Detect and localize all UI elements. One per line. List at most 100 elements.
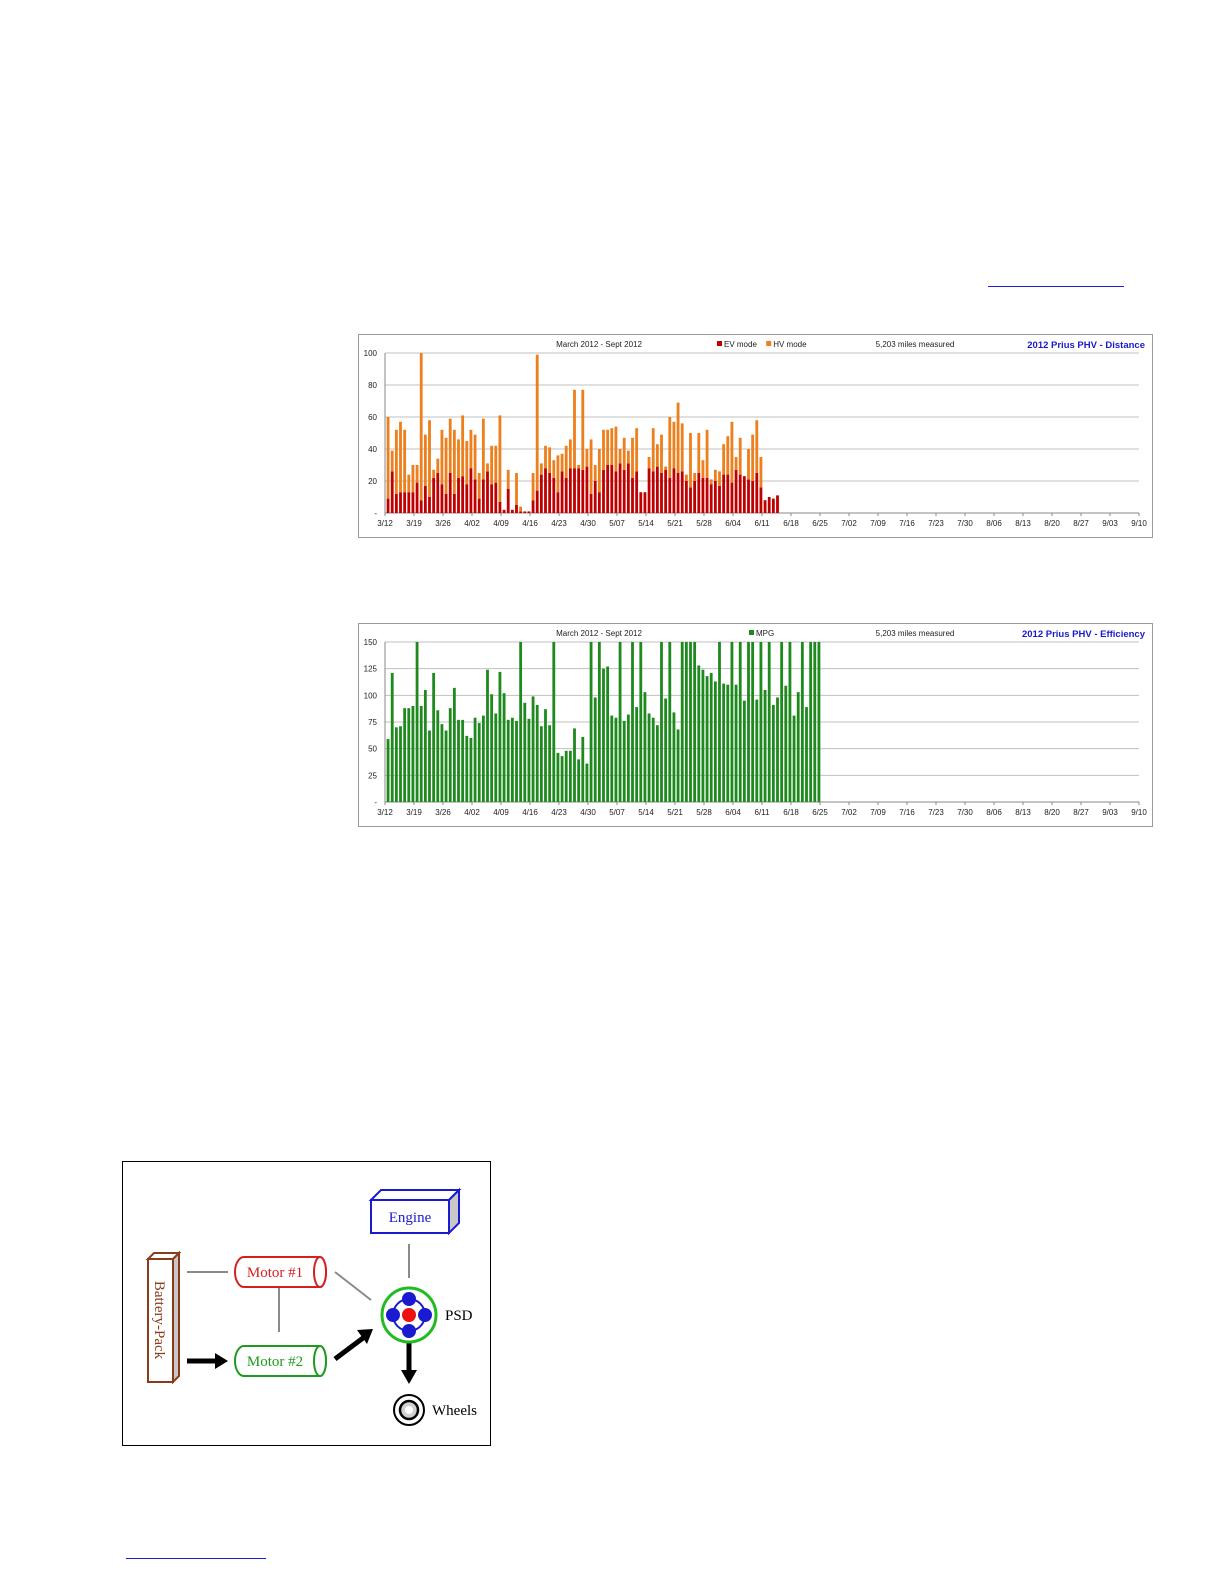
efficiency-y-tick-label: 25 — [368, 771, 377, 780]
distance-bar-hv-mode — [697, 433, 701, 473]
distance-bar-hv-mode — [689, 433, 692, 488]
efficiency-bar-mpg — [436, 710, 440, 802]
distance-x-tick-label: 9/10 — [1131, 519, 1147, 528]
efficiency-x-tick-label: 8/13 — [1015, 808, 1031, 817]
efficiency-chart-svg: - 25 50 75 100 125 150 3/12 3/19 3/26 4/02 4/09 4/16… — [364, 629, 1148, 817]
distance-bar-hv-mode — [473, 434, 477, 480]
efficiency-bar-mpg — [506, 719, 510, 802]
link-underline-top[interactable] — [988, 286, 1124, 287]
distance-bar-ev-mode — [589, 493, 593, 513]
distance-bar-hv-mode — [568, 439, 572, 469]
efficiency-x-tick-label: 5/21 — [667, 808, 683, 817]
distance-bar-hv-mode — [664, 466, 668, 470]
distance-bar-ev-mode — [394, 493, 398, 513]
distance-bar-hv-mode — [610, 428, 614, 465]
distance-bar-ev-mode — [689, 487, 692, 513]
distance-bar-hv-mode — [755, 420, 759, 473]
distance-x-tick-label: 6/04 — [725, 519, 741, 528]
efficiency-bar-mpg — [585, 763, 589, 802]
efficiency-bar-mpg — [461, 719, 465, 802]
wheel-icon — [393, 1394, 425, 1426]
distance-bar-hv-mode — [419, 353, 423, 501]
distance-y-tick-label: 80 — [368, 381, 377, 390]
efficiency-bar-mpg — [618, 642, 622, 802]
distance-x-tick-label: 5/28 — [696, 519, 712, 528]
distance-bar-hv-mode — [759, 457, 763, 488]
efficiency-bar-mpg — [548, 725, 552, 802]
motor2-to-psd-arrow-icon — [333, 1329, 373, 1361]
distance-bar-ev-mode — [428, 497, 431, 513]
efficiency-bar-mpg — [660, 642, 663, 802]
efficiency-bar-mpg — [742, 700, 746, 802]
efficiency-bar-mpg — [519, 642, 523, 802]
distance-bar-hv-mode — [519, 506, 523, 512]
distance-bar-hv-mode — [494, 445, 498, 483]
efficiency-bar-mpg — [684, 642, 688, 802]
distance-bar-hv-mode — [672, 421, 676, 469]
link-underline-bottom[interactable] — [126, 1558, 266, 1559]
distance-bar-ev-mode — [606, 465, 610, 513]
efficiency-bar-mpg — [792, 715, 796, 802]
distance-bar-ev-mode — [581, 469, 585, 513]
distance-bar-ev-mode — [436, 473, 440, 513]
efficiency-bar-mpg — [602, 668, 605, 802]
distance-bar-ev-mode — [730, 482, 734, 513]
distance-bar-ev-mode — [452, 493, 456, 513]
efficiency-bar-mpg — [709, 672, 713, 802]
efficiency-y-tick-label: 75 — [368, 718, 377, 727]
distance-bar-ev-mode — [602, 469, 605, 513]
efficiency-bar-mpg — [564, 750, 568, 802]
efficiency-y-tick-label: - — [374, 798, 377, 807]
distance-x-tick-label: 6/18 — [783, 519, 799, 528]
distance-bar-ev-mode — [664, 469, 668, 513]
distance-bar-ev-mode — [722, 474, 726, 513]
distance-bar-ev-mode — [407, 492, 411, 513]
distance-bar-ev-mode — [639, 492, 643, 513]
efficiency-bar-mpg — [473, 717, 477, 802]
distance-title: 2012 Prius PHV - Distance — [1027, 340, 1145, 351]
efficiency-bar-mpg — [614, 717, 618, 802]
distance-bar-ev-mode — [726, 474, 730, 513]
motor2-label: Motor #2 — [247, 1354, 303, 1370]
efficiency-bar-mpg — [680, 642, 684, 802]
distance-bar-hv-mode — [718, 471, 721, 486]
distance-bar-hv-mode — [589, 439, 593, 494]
distance-bar-hv-mode — [622, 437, 626, 470]
distance-bar-ev-mode — [502, 509, 506, 513]
distance-x-tick-label: 8/20 — [1044, 519, 1060, 528]
distance-bar-ev-mode — [693, 481, 697, 513]
efficiency-bar-mpg — [780, 642, 784, 802]
distance-bar-hv-mode — [626, 450, 630, 464]
distance-bar-hv-mode — [631, 437, 634, 478]
distance-x-tick-label: 4/02 — [464, 519, 480, 528]
distance-bar-hv-mode — [556, 455, 560, 493]
distance-bar-hv-mode — [544, 445, 547, 469]
distance-bar-hv-mode — [486, 463, 489, 472]
distance-bar-hv-mode — [436, 458, 440, 473]
distance-bar-hv-mode — [465, 441, 469, 485]
distance-bar-ev-mode — [610, 465, 614, 513]
distance-y-tick-label: 20 — [368, 477, 377, 486]
efficiency-x-tick-label: 7/16 — [899, 808, 915, 817]
efficiency-bar-mpg — [515, 720, 518, 802]
distance-legend-label-ev-mode: EV mode — [724, 340, 757, 349]
efficiency-bar-mpg — [394, 727, 398, 802]
efficiency-bar-mpg — [444, 730, 448, 802]
distance-x-tick-label: 6/11 — [755, 519, 771, 528]
efficiency-x-tick-label: 4/30 — [580, 808, 596, 817]
efficiency-bar-mpg — [386, 739, 390, 802]
efficiency-bar-mpg — [713, 681, 717, 802]
distance-bar-hv-mode — [564, 445, 568, 478]
distance-bar-ev-mode — [481, 479, 485, 513]
efficiency-bar-mpg — [626, 714, 630, 802]
distance-bar-ev-mode — [457, 477, 460, 513]
distance-x-tick-label: 3/26 — [435, 519, 451, 528]
motor1-psd-link — [334, 1271, 372, 1301]
distance-x-tick-label: 5/14 — [638, 519, 654, 528]
distance-bar-ev-mode — [755, 473, 759, 513]
efficiency-x-tick-label: 6/04 — [725, 808, 741, 817]
distance-bar-hv-mode — [386, 417, 390, 499]
efficiency-bar-mpg — [428, 730, 431, 802]
efficiency-bar-mpg — [399, 726, 402, 802]
efficiency-bar-mpg — [469, 738, 473, 802]
